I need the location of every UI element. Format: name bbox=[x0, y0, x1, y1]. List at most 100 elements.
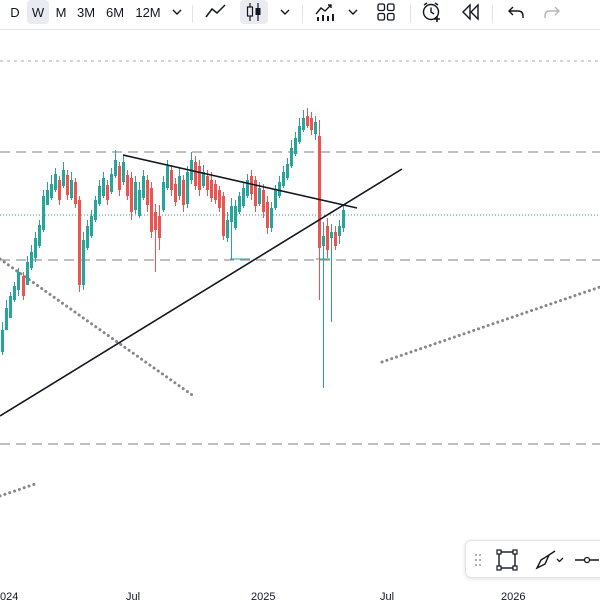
candle bbox=[210, 172, 213, 202]
candle bbox=[306, 108, 309, 128]
interval-w[interactable]: W bbox=[27, 0, 49, 24]
candle bbox=[194, 156, 197, 190]
candle bbox=[230, 198, 233, 260]
candle bbox=[98, 180, 101, 206]
candle bbox=[17, 268, 20, 296]
horizontal-line-icon[interactable] bbox=[572, 546, 600, 574]
dotted-trendline[interactable] bbox=[380, 285, 600, 364]
candle bbox=[82, 232, 85, 290]
candle bbox=[114, 150, 117, 178]
ascending-trendline[interactable] bbox=[0, 168, 403, 417]
candle bbox=[330, 224, 333, 322]
candle bbox=[238, 192, 241, 214]
interval-m[interactable]: M bbox=[55, 4, 67, 20]
candle bbox=[90, 210, 93, 238]
candle bbox=[234, 200, 237, 230]
toolbar-divider bbox=[302, 5, 303, 23]
candle bbox=[314, 116, 317, 140]
chevron-down-icon[interactable] bbox=[168, 0, 186, 24]
candle bbox=[54, 168, 57, 192]
drag-handle-icon[interactable] bbox=[470, 546, 486, 574]
candle bbox=[86, 220, 89, 250]
candle bbox=[242, 182, 245, 208]
candle bbox=[222, 192, 225, 240]
chart-pane[interactable]: 024 Jul 2025 Jul 2026 bbox=[0, 31, 600, 600]
candle bbox=[30, 245, 33, 270]
candlestick-series[interactable] bbox=[1, 108, 345, 388]
candle bbox=[26, 256, 29, 285]
candle bbox=[38, 220, 41, 248]
candle bbox=[178, 168, 181, 200]
candle bbox=[110, 168, 113, 194]
interval-3m[interactable]: 3M bbox=[76, 4, 96, 20]
layout-grid-icon[interactable] bbox=[372, 0, 400, 24]
replay-icon[interactable] bbox=[456, 0, 484, 24]
candle bbox=[34, 232, 37, 262]
candle bbox=[146, 175, 149, 212]
candle bbox=[46, 182, 49, 205]
candle bbox=[1, 322, 4, 355]
candle bbox=[310, 112, 313, 135]
candle bbox=[70, 172, 73, 200]
candle bbox=[266, 196, 269, 234]
candle bbox=[42, 190, 45, 232]
candle bbox=[130, 172, 133, 220]
candle bbox=[5, 300, 8, 330]
candle bbox=[302, 110, 305, 132]
floating-drawing-toolbar bbox=[465, 540, 600, 578]
interval-12m[interactable]: 12M bbox=[135, 4, 161, 20]
candle bbox=[214, 180, 217, 204]
chevron-down-icon[interactable] bbox=[276, 0, 294, 24]
interval-6m[interactable]: 6M bbox=[105, 4, 125, 20]
candle bbox=[226, 212, 229, 242]
candle bbox=[62, 162, 65, 188]
candle bbox=[254, 176, 257, 212]
x-axis-label: Jul bbox=[126, 591, 140, 600]
candle bbox=[74, 178, 77, 208]
candle bbox=[142, 170, 145, 200]
candle bbox=[170, 165, 173, 196]
candle bbox=[270, 202, 273, 232]
indicators-icon[interactable] bbox=[310, 0, 340, 24]
candle bbox=[126, 170, 129, 200]
candle bbox=[162, 176, 165, 212]
candle bbox=[298, 118, 301, 144]
candle bbox=[94, 196, 97, 222]
candle bbox=[186, 166, 189, 208]
dotted-trendline[interactable] bbox=[0, 257, 197, 399]
candle bbox=[66, 170, 69, 200]
descending-trendline[interactable] bbox=[122, 154, 358, 209]
candle bbox=[202, 165, 205, 188]
select-rectangle-icon[interactable] bbox=[492, 546, 522, 574]
redo-icon[interactable] bbox=[538, 0, 566, 24]
candle bbox=[282, 166, 285, 188]
chevron-down-icon[interactable] bbox=[344, 0, 362, 24]
dotted-trendline[interactable] bbox=[0, 481, 40, 498]
candle bbox=[218, 186, 221, 212]
toolbar-divider bbox=[410, 5, 411, 23]
interval-d[interactable]: D bbox=[10, 4, 20, 20]
candle bbox=[154, 204, 157, 272]
candle bbox=[246, 174, 249, 198]
candlestick-icon[interactable] bbox=[240, 0, 268, 24]
x-axis-label: 2026 bbox=[501, 591, 525, 600]
candle bbox=[138, 182, 141, 218]
candle bbox=[102, 172, 105, 198]
alert-clock-icon[interactable] bbox=[418, 0, 446, 24]
undo-icon[interactable] bbox=[502, 0, 530, 24]
top-toolbar: D W M 3M 6M 12M bbox=[0, 0, 600, 30]
candle bbox=[342, 204, 345, 232]
x-axis-label: Jul bbox=[380, 591, 394, 600]
candle bbox=[322, 222, 325, 388]
candle bbox=[78, 196, 81, 292]
line-chart-icon[interactable] bbox=[200, 0, 232, 24]
candle bbox=[158, 205, 161, 250]
candle bbox=[294, 132, 297, 156]
candle bbox=[286, 158, 289, 180]
toolbar-divider bbox=[492, 5, 493, 23]
toolbar-divider bbox=[192, 5, 193, 23]
brush-icon[interactable] bbox=[530, 546, 568, 574]
candle bbox=[13, 282, 16, 302]
x-axis-label: 024 bbox=[0, 591, 18, 600]
candle bbox=[262, 184, 265, 218]
